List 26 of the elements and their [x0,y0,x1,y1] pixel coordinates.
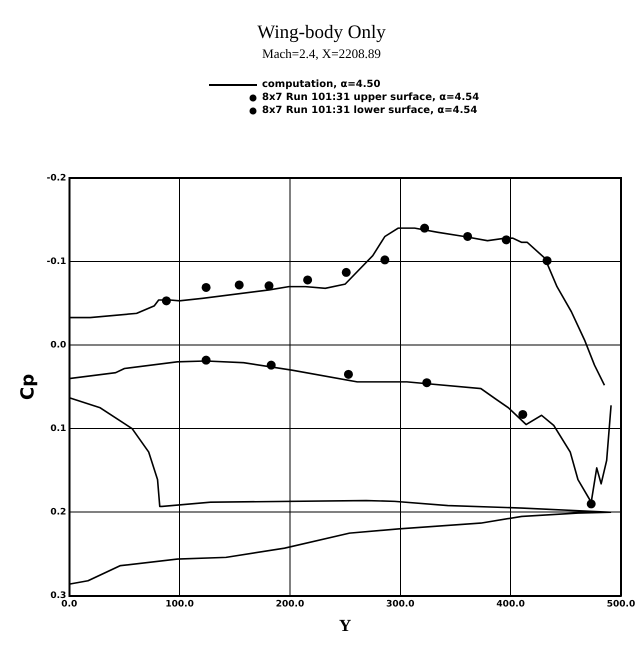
point [344,370,353,379]
y-tick-label: 0.2 [50,508,66,518]
y-axis-title: Cp [17,374,38,400]
point [202,282,211,292]
legend-label: computation, α=4.50 [262,79,380,90]
x-tick-label: 300.0 [386,600,415,610]
legend-label: 8x7 Run 101:31 lower surface, α=4.54 [262,105,478,116]
point [303,275,312,284]
y-tick-label: -0.2 [46,173,66,184]
point [342,268,351,277]
chart-subtitle: Mach=2.4, X=2208.89 [261,46,382,62]
legend-label: 8x7 Run 101:31 upper surface, α=4.54 [262,92,480,103]
x-tick-label: 500.0 [606,600,636,610]
point [380,255,390,264]
point [264,281,274,290]
x-tick-label: 400.0 [496,600,525,610]
y-tick-label: -0.1 [46,256,66,267]
y-tick-label: 0.0 [50,340,66,350]
point [518,410,528,419]
y-tick-label: 0.1 [50,424,66,434]
x-tick-label: 200.0 [276,600,304,610]
x-axis-title: Y [339,616,352,636]
chart-title: Wing-body Only [256,22,387,44]
point [234,280,244,290]
x-tick-label: 0.0 [61,600,78,610]
x-tick-label: 100.0 [165,600,194,610]
